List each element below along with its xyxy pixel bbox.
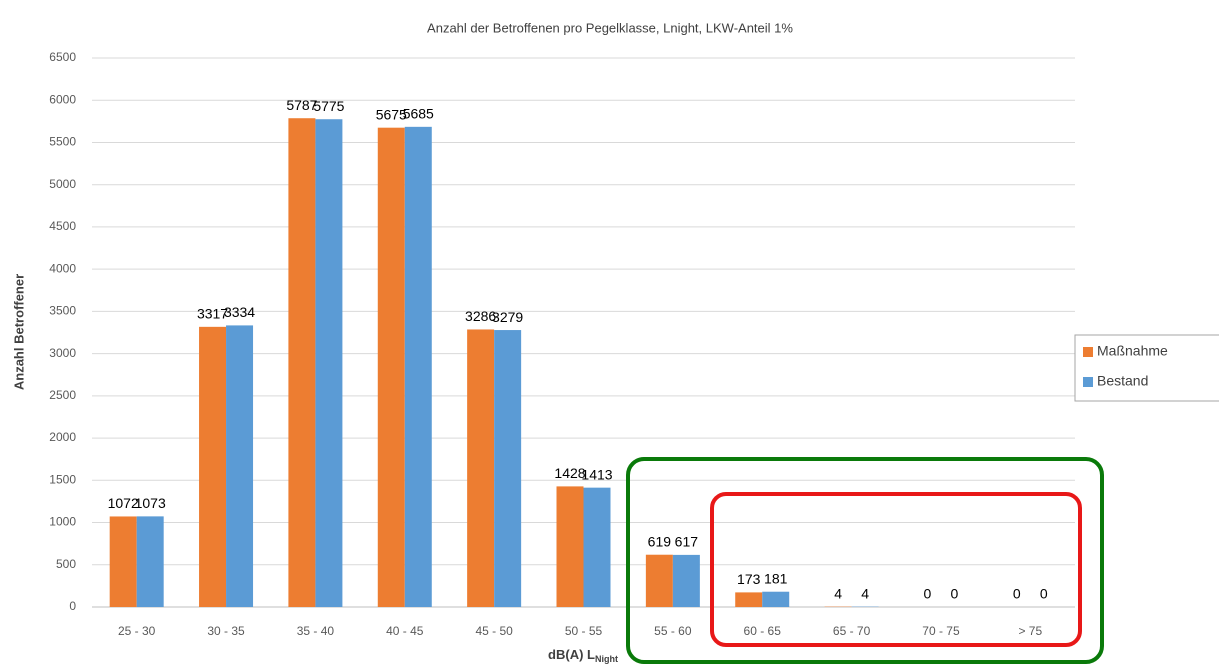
x-tick-label: 35 - 40 bbox=[297, 624, 335, 638]
legend-label: Maßnahme bbox=[1097, 343, 1168, 359]
data-label: 5685 bbox=[403, 106, 434, 122]
data-label: 4 bbox=[834, 585, 842, 601]
y-tick-label: 4000 bbox=[49, 261, 76, 275]
y-tick-label: 3000 bbox=[49, 346, 76, 360]
legend-swatch bbox=[1083, 377, 1093, 387]
highlight-red bbox=[710, 492, 1082, 647]
data-label: 1072 bbox=[108, 495, 139, 511]
y-tick-label: 6500 bbox=[49, 50, 76, 64]
x-axis-title-main: dB(A) L bbox=[548, 647, 595, 662]
data-label: 181 bbox=[764, 570, 788, 586]
y-tick-label: 6000 bbox=[49, 92, 76, 106]
y-tick-label: 4500 bbox=[49, 219, 76, 233]
legend-box bbox=[1074, 334, 1219, 402]
highlight-green bbox=[626, 457, 1104, 664]
data-label: 1073 bbox=[135, 495, 166, 511]
x-tick-label: 25 - 30 bbox=[118, 624, 156, 638]
data-label: 3279 bbox=[492, 309, 523, 325]
data-label: 619 bbox=[648, 533, 672, 549]
bar bbox=[556, 486, 584, 607]
data-label: 5775 bbox=[313, 98, 344, 114]
data-label: 4 bbox=[861, 585, 869, 601]
chart-title: Anzahl der Betroffenen pro Pegelklasse, … bbox=[427, 20, 793, 35]
data-label: 617 bbox=[675, 534, 699, 550]
x-axis-title: dB(A) LNight bbox=[548, 647, 618, 664]
bar bbox=[315, 119, 343, 607]
y-tick-label: 3500 bbox=[49, 304, 76, 318]
x-tick-label: 55 - 60 bbox=[654, 624, 692, 638]
bar bbox=[762, 591, 790, 607]
bar bbox=[645, 554, 673, 607]
bar bbox=[404, 126, 432, 607]
data-label: 5675 bbox=[376, 106, 407, 122]
bar bbox=[226, 325, 254, 607]
x-tick-label: 70 - 75 bbox=[922, 624, 960, 638]
bar bbox=[199, 326, 227, 607]
x-tick-label: 60 - 65 bbox=[744, 624, 782, 638]
x-tick-label: 45 - 50 bbox=[475, 624, 513, 638]
y-tick-label: 0 bbox=[69, 599, 76, 613]
x-tick-label: 50 - 55 bbox=[565, 624, 603, 638]
bar bbox=[136, 516, 164, 607]
data-label: 0 bbox=[951, 586, 959, 602]
data-label: 5787 bbox=[286, 97, 317, 113]
legend-label: Bestand bbox=[1097, 373, 1148, 389]
data-label: 0 bbox=[924, 586, 932, 602]
data-label: 0 bbox=[1013, 586, 1021, 602]
legend-swatch bbox=[1083, 347, 1093, 357]
bar bbox=[672, 554, 700, 607]
y-tick-label: 1000 bbox=[49, 515, 76, 529]
data-label: 0 bbox=[1040, 586, 1048, 602]
data-label: 3286 bbox=[465, 308, 496, 324]
y-axis-title: Anzahl Betroffener bbox=[11, 274, 26, 390]
data-label: 1428 bbox=[554, 465, 585, 481]
y-tick-label: 5500 bbox=[49, 135, 76, 149]
data-label: 3334 bbox=[224, 304, 255, 320]
y-tick-label: 2500 bbox=[49, 388, 76, 402]
bar bbox=[583, 487, 611, 607]
bar bbox=[735, 592, 763, 607]
y-tick-label: 500 bbox=[56, 557, 76, 571]
bar bbox=[109, 516, 137, 607]
data-label: 3317 bbox=[197, 306, 228, 322]
x-tick-label: 40 - 45 bbox=[386, 624, 424, 638]
x-axis-title-subscript: Night bbox=[595, 654, 618, 664]
y-tick-label: 5000 bbox=[49, 177, 76, 191]
x-tick-label: > 75 bbox=[1018, 624, 1042, 638]
y-tick-label: 2000 bbox=[49, 430, 76, 444]
y-tick-label: 1500 bbox=[49, 472, 76, 486]
x-tick-label: 30 - 35 bbox=[207, 624, 245, 638]
data-label: 1413 bbox=[581, 466, 612, 482]
bar bbox=[377, 127, 405, 607]
bar bbox=[288, 118, 316, 608]
bar bbox=[494, 330, 522, 607]
x-tick-label: 65 - 70 bbox=[833, 624, 871, 638]
bar bbox=[467, 329, 495, 607]
data-label: 173 bbox=[737, 571, 761, 587]
